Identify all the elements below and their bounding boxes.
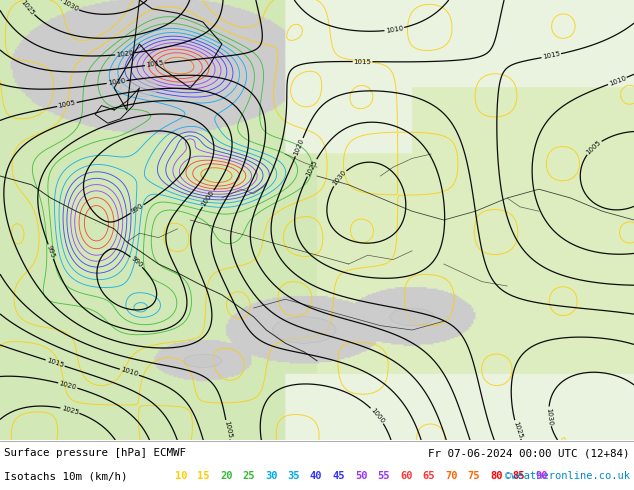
Text: 60: 60 bbox=[400, 471, 413, 481]
Text: 1010: 1010 bbox=[385, 25, 404, 34]
Text: 1020: 1020 bbox=[116, 50, 134, 58]
Ellipse shape bbox=[120, 79, 158, 97]
Text: 1010: 1010 bbox=[608, 75, 627, 87]
Text: 1030: 1030 bbox=[545, 407, 553, 426]
Text: 1015: 1015 bbox=[146, 60, 164, 69]
Text: 65: 65 bbox=[422, 471, 435, 481]
Text: 55: 55 bbox=[377, 471, 390, 481]
Text: 1025: 1025 bbox=[20, 0, 36, 16]
Text: 1025: 1025 bbox=[305, 159, 319, 177]
Text: 70: 70 bbox=[445, 471, 458, 481]
Text: 1020: 1020 bbox=[293, 138, 306, 157]
Text: 1025: 1025 bbox=[512, 420, 523, 439]
Text: 1010: 1010 bbox=[120, 367, 139, 378]
Text: Isotachs 10m (km/h): Isotachs 10m (km/h) bbox=[4, 471, 127, 481]
Text: 1030: 1030 bbox=[61, 0, 79, 13]
Ellipse shape bbox=[390, 308, 434, 326]
Text: 10: 10 bbox=[175, 471, 188, 481]
Text: 1000: 1000 bbox=[200, 190, 216, 208]
Ellipse shape bbox=[273, 317, 336, 343]
Text: 75: 75 bbox=[467, 471, 480, 481]
Text: 990: 990 bbox=[130, 203, 145, 215]
Text: ©weatheronline.co.uk: ©weatheronline.co.uk bbox=[505, 471, 630, 481]
Text: 1005: 1005 bbox=[223, 420, 233, 439]
Text: 15: 15 bbox=[198, 471, 210, 481]
Text: 90: 90 bbox=[535, 471, 548, 481]
Text: 40: 40 bbox=[310, 471, 323, 481]
Text: Surface pressure [hPa] ECMWF: Surface pressure [hPa] ECMWF bbox=[4, 448, 186, 458]
Text: 50: 50 bbox=[355, 471, 368, 481]
Text: 1020: 1020 bbox=[58, 380, 77, 391]
Text: Fr 07-06-2024 00:00 UTC (12+84): Fr 07-06-2024 00:00 UTC (12+84) bbox=[429, 448, 630, 458]
Text: 1025: 1025 bbox=[61, 405, 79, 416]
Text: 1015: 1015 bbox=[46, 357, 65, 368]
Text: 1015: 1015 bbox=[354, 58, 372, 65]
Text: 20: 20 bbox=[220, 471, 233, 481]
Text: 80: 80 bbox=[490, 471, 503, 481]
Text: 30: 30 bbox=[265, 471, 278, 481]
Text: 990: 990 bbox=[129, 255, 143, 269]
Text: 1005: 1005 bbox=[585, 139, 602, 156]
Text: 45: 45 bbox=[332, 471, 345, 481]
Text: 25: 25 bbox=[242, 471, 255, 481]
Text: 995: 995 bbox=[46, 245, 56, 259]
Text: 1010: 1010 bbox=[107, 78, 126, 86]
Text: 1005: 1005 bbox=[58, 100, 76, 109]
Text: 1030: 1030 bbox=[332, 169, 347, 187]
Text: 35: 35 bbox=[287, 471, 300, 481]
Ellipse shape bbox=[184, 354, 222, 368]
Text: 85: 85 bbox=[512, 471, 525, 481]
Text: 1015: 1015 bbox=[542, 51, 560, 60]
Text: 1000: 1000 bbox=[370, 407, 385, 424]
